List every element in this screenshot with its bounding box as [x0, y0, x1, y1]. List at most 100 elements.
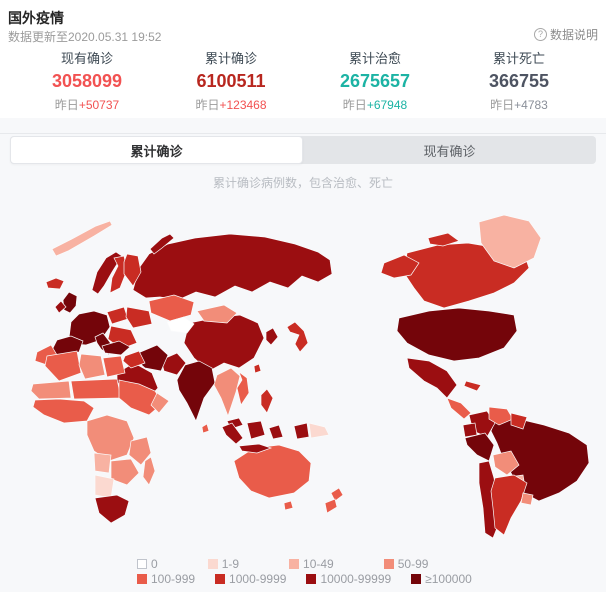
region-greenland[interactable] — [478, 214, 542, 269]
region-sumatra[interactable] — [221, 422, 244, 445]
stat-total-deaths: 累计死亡 366755 昨日+4783 — [447, 48, 591, 113]
legend-item: 100-999 — [137, 572, 195, 586]
region-new-zealand-north[interactable] — [330, 487, 344, 502]
region-svalbard[interactable] — [51, 220, 113, 257]
legend-swatch — [383, 558, 394, 569]
region-vietnam[interactable] — [236, 371, 250, 406]
region-ireland[interactable] — [54, 300, 67, 314]
region-brazil[interactable] — [490, 418, 590, 502]
world-map-svg — [30, 214, 590, 539]
region-peru[interactable] — [464, 432, 495, 462]
region-china[interactable] — [183, 314, 265, 372]
region-sulawesi[interactable] — [268, 424, 284, 440]
stat-label: 累计治愈 — [348, 51, 401, 66]
region-egypt[interactable] — [102, 355, 126, 378]
region-australia[interactable] — [233, 444, 312, 499]
region-turkmenistan[interactable] — [166, 316, 195, 334]
region-kenya-tanzania[interactable] — [128, 436, 152, 466]
region-sweden[interactable] — [109, 255, 128, 294]
region-new-zealand-south[interactable] — [324, 498, 338, 514]
stat-delta: 昨日+123468 — [195, 98, 267, 112]
legend-item: 50-99 — [383, 557, 428, 571]
tab-total-confirmed[interactable]: 累计确诊 — [10, 136, 303, 164]
region-madagascar[interactable] — [142, 456, 156, 486]
region-ecuador[interactable] — [462, 422, 478, 438]
region-central-africa[interactable] — [86, 414, 135, 462]
region-novaya-zemlya[interactable] — [149, 233, 175, 255]
tab-existing-confirmed[interactable]: 现有确诊 — [423, 143, 476, 159]
legend-item: 10000-99999 — [306, 572, 391, 586]
region-bolivia[interactable] — [492, 450, 520, 476]
stat-value: 6100511 — [196, 71, 266, 91]
legend-swatch — [289, 558, 300, 569]
region-cuba[interactable] — [463, 380, 482, 392]
region-poland[interactable] — [106, 306, 129, 325]
region-uruguay[interactable] — [520, 492, 534, 506]
region-south-africa[interactable] — [94, 494, 130, 524]
region-philippines[interactable] — [260, 388, 274, 414]
region-india[interactable] — [176, 360, 216, 422]
region-angola[interactable] — [93, 452, 112, 474]
region-alaska[interactable] — [380, 254, 420, 279]
region-libya[interactable] — [78, 353, 106, 380]
map-legend: 0 1-9 10-49 50-99 100-999 1000-9999 1000… — [137, 556, 472, 586]
region-venezuela[interactable] — [488, 406, 514, 426]
region-papua-west[interactable] — [293, 422, 310, 440]
region-namibia-botswana[interactable] — [94, 474, 115, 499]
map-section: 累计确诊 现有确诊 累计确诊病例数，包含治愈、死亡 — [0, 118, 606, 592]
region-finland[interactable] — [123, 253, 142, 287]
region-usa[interactable] — [396, 307, 518, 362]
region-japan[interactable] — [286, 321, 309, 353]
legend-swatch — [215, 573, 226, 584]
region-zambia-zimbabwe[interactable] — [110, 458, 140, 486]
legend-row-1: 0 1-9 10-49 50-99 — [137, 556, 472, 571]
region-pakistan[interactable] — [160, 352, 187, 376]
legend-swatch — [306, 573, 317, 584]
region-taiwan[interactable] — [253, 363, 262, 374]
legend-row-2: 100-999 1000-9999 10000-99999 ≥100000 — [137, 571, 472, 586]
region-uk[interactable] — [62, 291, 78, 314]
region-west-africa[interactable] — [32, 398, 95, 424]
region-myanmar-thailand[interactable] — [213, 367, 241, 418]
stat-label: 累计确诊 — [204, 51, 257, 66]
region-somalia[interactable] — [150, 392, 170, 414]
region-mongolia[interactable] — [196, 304, 238, 324]
divider — [0, 133, 606, 134]
region-ukraine[interactable] — [125, 306, 153, 329]
region-norway[interactable] — [91, 251, 123, 295]
data-note-link[interactable]: ? 数据说明 — [533, 26, 598, 43]
stat-delta: 昨日+50737 — [54, 98, 120, 112]
region-java[interactable] — [238, 443, 273, 454]
legend-item: 0 — [137, 557, 158, 571]
legend-swatch — [137, 573, 147, 584]
region-algeria[interactable] — [44, 350, 82, 382]
region-kazakhstan[interactable] — [148, 294, 195, 322]
region-argentina[interactable] — [490, 474, 528, 536]
region-sri-lanka[interactable] — [201, 423, 210, 434]
stat-label: 累计死亡 — [492, 51, 545, 66]
region-west-sahel[interactable] — [30, 380, 72, 400]
header: 国外疫情 数据更新至2020.05.31 19:52 ? 数据说明 现有确诊 3… — [0, 0, 606, 118]
region-turkey[interactable] — [101, 340, 131, 356]
map-tabbar: 累计确诊 现有确诊 — [10, 136, 596, 164]
region-central-america[interactable] — [446, 397, 472, 420]
region-borneo[interactable] — [246, 420, 266, 440]
stat-value: 366755 — [488, 71, 550, 91]
legend-swatch — [207, 558, 218, 569]
region-tasmania[interactable] — [283, 500, 294, 511]
region-mexico[interactable] — [406, 357, 458, 399]
stats-row: 现有确诊 3058099 昨日+50737 累计确诊 6100511 昨日+12… — [0, 48, 606, 113]
region-iraq[interactable] — [122, 350, 146, 369]
region-canadian-arctic[interactable] — [427, 232, 460, 247]
stat-total-cured: 累计治愈 2675657 昨日+67948 — [303, 48, 447, 113]
stat-existing-confirmed: 现有确诊 3058099 昨日+50737 — [15, 48, 159, 113]
region-korea[interactable] — [265, 327, 279, 346]
region-papua-new-guinea[interactable] — [308, 422, 330, 439]
stat-total-confirmed: 累计确诊 6100511 昨日+123468 — [159, 48, 303, 113]
region-iceland[interactable] — [45, 277, 65, 290]
region-east-sahel[interactable] — [70, 378, 122, 400]
region-russia[interactable] — [132, 233, 333, 301]
region-guyanas[interactable] — [510, 412, 528, 430]
world-choropleth-map — [0, 194, 606, 556]
